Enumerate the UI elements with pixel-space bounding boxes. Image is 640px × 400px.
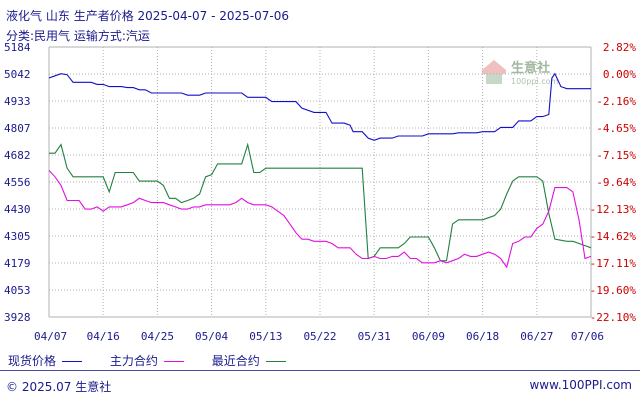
- x-tick-label: 05/31: [358, 330, 391, 343]
- y-right-tick-label: -14.62%: [590, 230, 637, 243]
- y-right-tick-label: -9.64%: [596, 176, 636, 189]
- legend-recent: 最近合约: [212, 352, 286, 369]
- legend-recent-swatch: [265, 361, 286, 362]
- series-line-spot: [48, 72, 591, 141]
- x-tick-label: 06/09: [412, 330, 445, 343]
- y-right-tick-label: -22.10%: [590, 311, 637, 324]
- footer-divider: [0, 370, 640, 371]
- legend-main-swatch: [163, 361, 184, 362]
- series-line-main: [48, 170, 592, 269]
- house-icon: [482, 60, 506, 74]
- y-left-tick-label: 4053: [4, 284, 31, 297]
- y-left-tick-label: 4305: [4, 230, 31, 243]
- legend-spot-label: 现货价格: [8, 354, 57, 368]
- title-category: 生产者价格: [73, 9, 134, 23]
- y-right-tick-label: 0.00%: [603, 68, 636, 81]
- y-left-tick-label: 3928: [4, 311, 31, 324]
- classification-label: 分类:民用气: [6, 29, 71, 43]
- y-right-tick-label: -4.65%: [596, 122, 636, 135]
- y-right-tick-label: -7.15%: [596, 149, 636, 162]
- y-left-tick-label: 4933: [4, 95, 31, 108]
- y-right-tick-label: -12.13%: [590, 203, 637, 216]
- y-left-tick-label: 4430: [4, 203, 31, 216]
- y-left-tick-label: 4556: [4, 176, 31, 189]
- footer-site-link[interactable]: www.100PPI.com: [529, 378, 632, 392]
- y-left-tick-label: 4682: [4, 149, 31, 162]
- legend-main: 主力合约: [110, 352, 184, 369]
- x-tick-label: 04/07: [34, 330, 67, 343]
- x-tick-label: 06/18: [466, 330, 499, 343]
- x-tick-label: 05/13: [249, 330, 282, 343]
- x-tick-label: 04/16: [87, 330, 120, 343]
- watermark-logo: 生意社 100ppi.com: [482, 60, 558, 86]
- y-right-tick-label: -2.16%: [596, 95, 636, 108]
- x-tick-label: 07/06: [571, 330, 604, 343]
- legend-recent-label: 最近合约: [211, 354, 260, 368]
- y-left-tick-label: 4179: [4, 257, 31, 270]
- x-tick-label: 04/25: [141, 330, 174, 343]
- y-right-tick-label: 2.82%: [603, 41, 636, 54]
- legend-spot: 现货价格: [8, 352, 83, 369]
- watermark-text: 生意社: [511, 60, 550, 76]
- chart-title: 液化气 山东 生产者价格 2025-04-07 - 2025-07-06: [6, 7, 289, 24]
- title-date-range: 2025-04-07 - 2025-07-06: [137, 9, 289, 23]
- x-tick-label: 06/27: [520, 330, 553, 343]
- series-line-recent: [49, 142, 592, 262]
- chart-legend: 现货价格 主力合约 最近合约: [8, 352, 310, 369]
- y-left-tick-label: 4807: [4, 122, 31, 135]
- y-right-tick-label: -17.11%: [590, 257, 637, 270]
- house-body-icon: [486, 74, 502, 84]
- chart-subtitle: 分类:民用气 运输方式:汽运: [6, 27, 150, 44]
- y-left-tick-label: 5184: [4, 41, 31, 54]
- title-region: 山东: [45, 9, 70, 23]
- footer-copyright: © 2025.07 生意社: [6, 380, 112, 394]
- title-product: 液化气: [6, 9, 43, 23]
- legend-spot-swatch: [62, 361, 83, 362]
- y-right-tick-label: -19.60%: [590, 284, 637, 297]
- x-tick-label: 05/04: [195, 330, 228, 343]
- y-left-tick-label: 5042: [4, 68, 31, 81]
- legend-main-label: 主力合约: [109, 354, 158, 368]
- transport-label: 运输方式:汽运: [73, 29, 150, 43]
- x-tick-label: 05/22: [303, 330, 336, 343]
- watermark-url: 100ppi.com: [511, 77, 558, 86]
